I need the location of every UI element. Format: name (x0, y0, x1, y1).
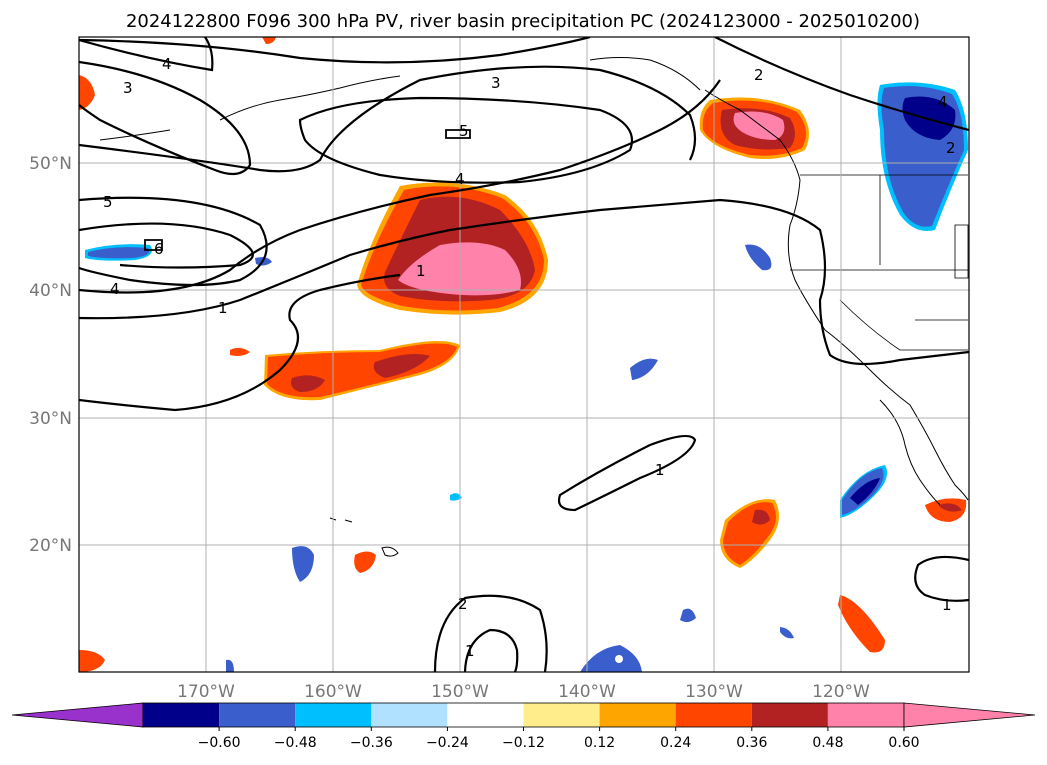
colorbar-tick-label: 0.36 (736, 735, 767, 751)
colorbar-tick-label: −0.48 (274, 735, 317, 751)
contour-label: 1 (218, 299, 228, 317)
colorbar-over-arrow (903, 702, 1036, 728)
coastlines (99, 57, 969, 557)
colorbar-tick-label: −0.36 (350, 735, 393, 751)
colorbar: −0.60 −0.48 −0.36 −0.24 −0.12 0.12 0.24 0.36 0.4… (11, 702, 1036, 751)
lon-tick-label: 130°W (685, 682, 743, 702)
contour-label: 1 (465, 642, 475, 660)
colorbar-tick-label: 0.60 (888, 735, 919, 751)
contour-label: 5 (459, 122, 469, 140)
lon-tick-label: 170°W (177, 682, 235, 702)
colorbar-tick-label: 0.48 (812, 735, 843, 751)
contour-label: 3 (123, 79, 133, 97)
colorbar-tick-label: −0.60 (198, 735, 241, 751)
map-title: 2024122800 F096 300 hPa PV, river basin … (126, 11, 920, 32)
colorbar-bin (219, 703, 296, 727)
contour-label: 1 (416, 262, 426, 280)
contour-label: 5 (103, 193, 113, 211)
colorbar-bin (295, 703, 372, 727)
colorbar-bin (447, 703, 524, 727)
lon-tick-label: 140°W (558, 682, 616, 702)
contour-label: 4 (162, 55, 172, 73)
lat-tick-label: 50°N (29, 154, 72, 174)
lat-axis: 50°N 40°N 30°N 20°N (29, 154, 72, 556)
lat-tick-label: 30°N (29, 409, 72, 429)
colorbar-tick-label: −0.12 (502, 735, 545, 751)
lat-tick-label: 20°N (29, 536, 72, 556)
colorbar-tick-label: 0.24 (660, 735, 691, 751)
colorbar-ticks: −0.60 −0.48 −0.36 −0.24 −0.12 0.12 0.24 0.36 0.4… (198, 727, 920, 751)
contour-label: 4 (938, 93, 948, 111)
contour-label: 2 (754, 66, 764, 84)
contour-label: 1 (942, 596, 952, 614)
lat-tick-label: 40°N (29, 281, 72, 301)
contour-label: 2 (458, 595, 468, 613)
contour-label: 2 (946, 139, 956, 157)
colorbar-tick-label: 0.12 (584, 735, 615, 751)
gridlines (79, 37, 969, 672)
colorbar-bin (599, 703, 676, 727)
colorbar-bin (675, 703, 752, 727)
colorbar-bins (142, 702, 905, 728)
lon-tick-label: 120°W (812, 682, 870, 702)
map-area: 4 3 3 2 4 5 5 6 4 2 4 1 1 1 2 1 1 (79, 37, 969, 672)
contour-label: 1 (655, 461, 665, 479)
colorbar-bin (523, 703, 600, 727)
colorbar-bin (827, 703, 904, 727)
contour-label: 4 (110, 280, 120, 298)
map-frame (78, 36, 970, 673)
lon-tick-label: 150°W (431, 682, 489, 702)
contour-labels: 4 3 3 2 4 5 5 6 4 2 4 1 1 1 2 1 1 (103, 55, 956, 660)
colorbar-tick-label: −0.24 (426, 735, 469, 751)
contour-label: 6 (154, 240, 164, 258)
colorbar-bin (371, 703, 448, 727)
colorbar-bin (751, 703, 828, 727)
colorbar-under-arrow (11, 702, 144, 728)
colorbar-bin (143, 703, 220, 727)
lon-tick-label: 160°W (304, 682, 362, 702)
pv-contours (79, 37, 969, 672)
lon-axis: 170°W 160°W 150°W 140°W 130°W 120°W (177, 682, 870, 702)
contour-label: 4 (455, 170, 465, 188)
contour-label: 3 (491, 74, 501, 92)
